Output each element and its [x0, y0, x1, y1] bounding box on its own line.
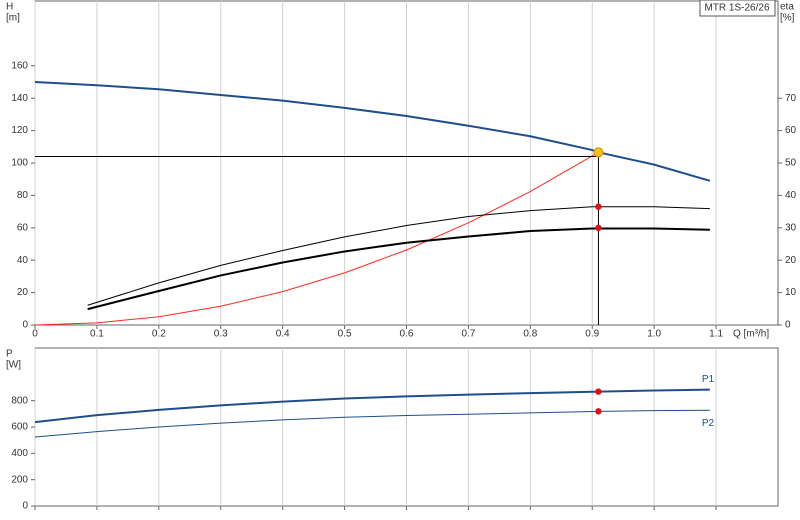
y2-axis-label: eta: [780, 2, 794, 13]
series-line: [87, 227, 710, 311]
y2-tick-label: 60: [785, 125, 797, 136]
y-axis-label: [W]: [6, 360, 21, 371]
y2-tick-label: 20: [785, 255, 797, 266]
y-tick-label: 160: [11, 60, 28, 71]
x-axis-label: Q [m³/h]: [733, 329, 769, 340]
y-axis-label: P: [6, 349, 13, 360]
series-label: P1: [702, 374, 715, 385]
series-line: [34, 388, 710, 424]
y-axis-label: [m]: [6, 13, 20, 24]
y2-tick-label: 0: [785, 320, 791, 331]
chart-title: MTR 1S-26/26: [704, 3, 769, 14]
x-tick-label: 0.4: [276, 329, 290, 340]
y2-tick-label: 50: [785, 158, 797, 169]
data-point: [593, 147, 604, 158]
series-line: [87, 206, 710, 306]
x-tick-label: 0.3: [214, 329, 228, 340]
y-tick-label: 20: [17, 287, 29, 298]
data-point: [595, 388, 602, 395]
y2-tick-label: 10: [785, 287, 797, 298]
y-tick-label: 80: [17, 190, 29, 201]
x-tick-label: 0.6: [400, 329, 414, 340]
series-line: [34, 151, 599, 326]
data-point: [595, 203, 602, 210]
y-tick-label: 0: [22, 320, 28, 331]
title-box: [699, 0, 776, 17]
x-tick-label: 1.0: [647, 329, 661, 340]
y-tick-label: 0: [22, 501, 28, 512]
y-tick-label: 140: [11, 93, 28, 104]
series-label: P2: [702, 418, 715, 429]
data-point: [595, 224, 602, 231]
y-tick-label: 120: [11, 125, 28, 136]
y2-axis-label: [%]: [780, 13, 795, 24]
y-axis-label: H: [6, 2, 13, 13]
y2-tick-label: 40: [785, 190, 797, 201]
y2-tick-label: 30: [785, 222, 797, 233]
y-tick-label: 200: [11, 474, 28, 485]
y2-tick-label: 70: [785, 93, 797, 104]
y-tick-label: 40: [17, 255, 29, 266]
y-tick-label: 600: [11, 422, 28, 433]
y-tick-label: 100: [11, 158, 28, 169]
x-tick-label: 0.2: [152, 329, 166, 340]
x-tick-label: 0: [32, 329, 38, 340]
x-tick-label: 0.1: [90, 329, 104, 340]
x-tick-label: 0.8: [523, 329, 537, 340]
x-tick-label: 1.1: [709, 329, 723, 340]
y-tick-label: 400: [11, 448, 28, 459]
data-point: [595, 408, 602, 415]
series-line: [34, 409, 710, 438]
x-tick-label: 0.7: [461, 329, 475, 340]
y-tick-label: 800: [11, 395, 28, 406]
x-tick-label: 0.5: [338, 329, 352, 340]
y-tick-label: 60: [17, 222, 29, 233]
x-tick-label: 0.9: [585, 329, 599, 340]
